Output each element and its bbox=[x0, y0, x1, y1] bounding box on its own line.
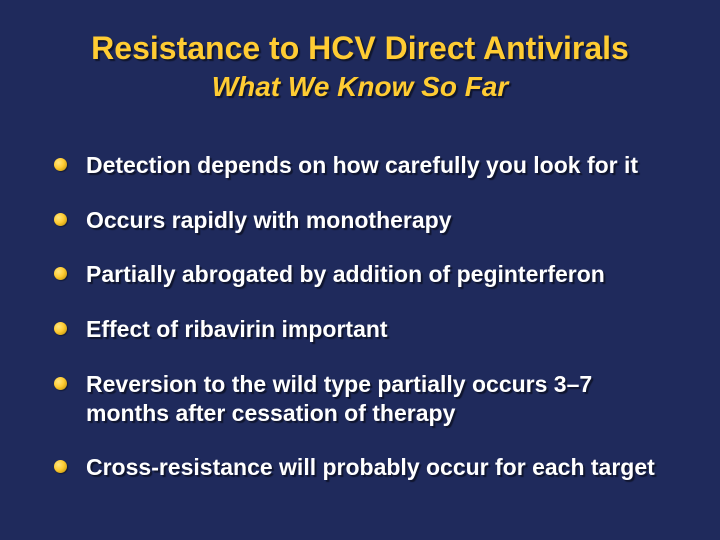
bullet-item: Reversion to the wild type partially occ… bbox=[52, 370, 672, 428]
bullet-list: Detection depends on how carefully you l… bbox=[52, 151, 672, 482]
bullet-item: Cross-resistance will probably occur for… bbox=[52, 453, 672, 482]
slide-title: Resistance to HCV Direct Antivirals bbox=[48, 30, 672, 67]
slide: Resistance to HCV Direct Antivirals What… bbox=[0, 0, 720, 540]
bullet-item: Occurs rapidly with monotherapy bbox=[52, 206, 672, 235]
bullet-item: Detection depends on how carefully you l… bbox=[52, 151, 672, 180]
bullet-item: Partially abrogated by addition of pegin… bbox=[52, 260, 672, 289]
slide-subtitle: What We Know So Far bbox=[48, 71, 672, 103]
bullet-item: Effect of ribavirin important bbox=[52, 315, 672, 344]
